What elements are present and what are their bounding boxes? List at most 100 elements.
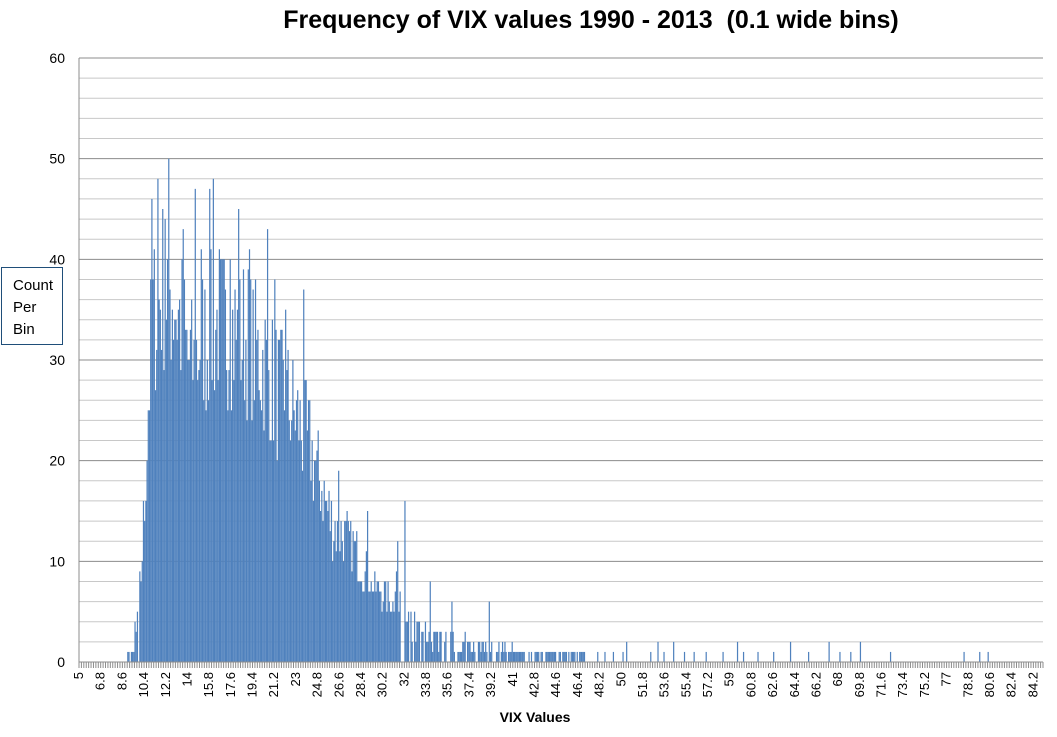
histogram-bar	[276, 460, 278, 662]
histogram-bar	[346, 511, 348, 662]
histogram-bar	[462, 641, 464, 662]
x-tick-label: 14	[179, 672, 194, 686]
x-tick-label: 68	[830, 672, 845, 686]
histogram-bar	[318, 480, 320, 662]
histogram-bar	[282, 360, 284, 662]
histogram-bar	[269, 440, 271, 662]
histogram-bar	[144, 521, 146, 662]
histogram-bar	[285, 309, 287, 662]
histogram-bar	[286, 370, 288, 662]
histogram-bar	[562, 651, 564, 662]
histogram-bar	[298, 440, 300, 662]
histogram-bar	[399, 591, 401, 662]
histogram-bar	[217, 380, 219, 662]
histogram-bar	[421, 631, 423, 662]
histogram-bar	[248, 249, 251, 662]
histogram-bar	[505, 651, 507, 662]
histogram-bar	[522, 651, 524, 662]
histogram-bar	[583, 651, 586, 662]
histogram-bar	[541, 651, 543, 662]
histogram-bar	[228, 370, 230, 662]
x-tick-label: 37.4	[461, 672, 476, 697]
histogram-bar	[185, 329, 187, 662]
histogram-bar	[521, 651, 523, 662]
histogram-bar	[191, 299, 193, 662]
x-tick-label: 48.2	[592, 672, 607, 697]
histogram-bar	[387, 581, 389, 662]
histogram-bar	[299, 400, 301, 662]
histogram-bar	[351, 571, 353, 662]
histogram-bar	[491, 641, 493, 662]
histogram-bar	[327, 511, 329, 662]
y-axis-label-line: Bin	[13, 321, 35, 338]
histogram-bar	[509, 651, 511, 662]
histogram-bar	[757, 651, 759, 662]
histogram-bar	[498, 641, 500, 662]
histogram-bars	[127, 158, 989, 663]
histogram-bar	[370, 581, 372, 662]
histogram-bar	[463, 641, 465, 662]
x-tick-label: 33.8	[418, 672, 433, 697]
histogram-bar	[226, 370, 228, 662]
histogram-bar	[444, 641, 446, 662]
x-tick-label: 69.8	[852, 672, 867, 697]
histogram-bar	[242, 269, 245, 662]
histogram-bar	[540, 651, 542, 662]
histogram-bar	[426, 641, 428, 662]
histogram-bar	[405, 621, 407, 662]
histogram-bar	[394, 591, 396, 662]
histogram-bar	[333, 541, 335, 662]
histogram-bar	[141, 561, 143, 662]
histogram-bar	[468, 641, 470, 662]
histogram-bar	[239, 279, 241, 662]
histogram-bar	[570, 651, 572, 662]
x-tick-label: 62.6	[765, 672, 780, 697]
y-tick-label: 0	[57, 654, 65, 670]
histogram-bar	[422, 631, 424, 662]
histogram-bar	[195, 339, 198, 662]
histogram-bar	[268, 370, 270, 662]
histogram-bar	[280, 329, 282, 662]
y-tick-label: 30	[49, 352, 65, 368]
histogram-bar	[264, 319, 266, 662]
histogram-bar	[352, 531, 354, 662]
histogram-bar	[558, 651, 560, 662]
histogram-bar	[518, 651, 521, 662]
histogram-bar	[356, 531, 358, 662]
histogram-bar	[517, 651, 519, 662]
histogram-bar	[551, 651, 553, 662]
histogram-bar	[270, 440, 272, 662]
histogram-bar	[393, 611, 395, 662]
histogram-bar	[545, 651, 547, 662]
histogram-bar	[324, 500, 327, 662]
x-tick-label: 73.4	[895, 672, 910, 697]
y-tick-labels: 0 10 20 30 40 50 60	[49, 50, 65, 670]
histogram-bar	[186, 329, 188, 662]
x-tick-label: 42.8	[526, 672, 541, 697]
histogram-bar	[789, 641, 792, 662]
histogram-bar	[650, 651, 652, 662]
histogram-bar	[223, 259, 225, 662]
x-tick-label: 59	[722, 672, 737, 686]
histogram-bar	[889, 651, 892, 662]
histogram-bar	[828, 641, 830, 662]
histogram-bar	[221, 259, 223, 662]
histogram-bar	[507, 651, 510, 662]
histogram-bar	[479, 641, 481, 662]
y-tick-label: 40	[49, 251, 65, 267]
histogram-bar	[152, 279, 154, 662]
histogram-bar	[427, 641, 429, 662]
chart-title: Frequency of VIX values 1990 - 2013 (0.1…	[283, 6, 899, 34]
histogram-bar	[580, 651, 582, 662]
histogram-bar	[146, 460, 148, 662]
histogram-bar	[209, 188, 211, 662]
histogram-bar	[306, 430, 308, 662]
histogram-bar	[683, 651, 686, 662]
x-tick-label: 51.8	[635, 672, 650, 697]
histogram-bar	[275, 329, 277, 662]
histogram-bar	[163, 370, 165, 662]
histogram-bar	[693, 651, 695, 662]
histogram-bar	[240, 380, 242, 662]
histogram-bar	[266, 229, 269, 662]
histogram-bar	[364, 571, 366, 662]
